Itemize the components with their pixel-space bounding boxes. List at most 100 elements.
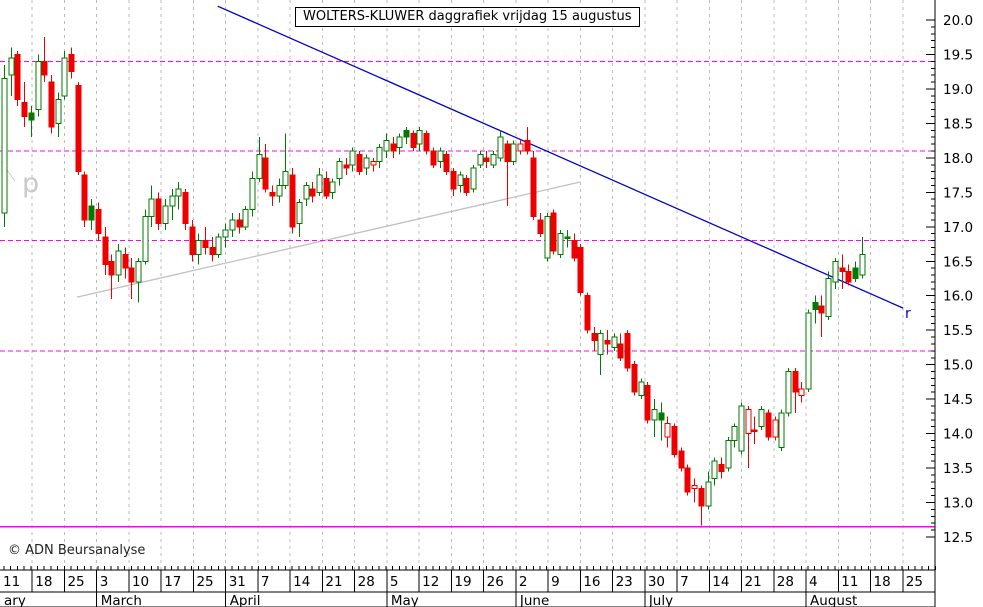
week-label: 2	[519, 574, 528, 590]
candle	[416, 126, 423, 151]
candle	[316, 168, 323, 196]
candle-body	[108, 260, 115, 276]
y-axis-label: 13.5	[943, 461, 973, 477]
candle-body	[517, 143, 524, 152]
candle-body	[470, 167, 477, 190]
candle-body	[41, 60, 48, 76]
candle-body	[792, 371, 799, 393]
candle-body	[772, 419, 779, 438]
week-label: 31	[229, 574, 246, 590]
candle	[383, 133, 390, 158]
candle-body	[155, 198, 162, 224]
candle-body	[852, 267, 859, 279]
month-label: ary	[4, 593, 26, 607]
candle-body	[303, 184, 310, 200]
candle-body	[1, 78, 8, 214]
week-label: 19	[454, 574, 471, 590]
candle-body	[423, 133, 430, 152]
support-trendline	[76, 181, 581, 298]
candle-body	[571, 240, 578, 259]
week-label: 11	[841, 574, 858, 590]
month-label: June	[519, 593, 549, 607]
candle-body	[289, 174, 296, 228]
candle	[249, 171, 256, 217]
candle-body	[832, 260, 839, 283]
candle	[718, 457, 725, 479]
month-label: July	[648, 593, 673, 607]
candle	[437, 147, 444, 169]
candle-body	[524, 140, 531, 152]
candle-body	[457, 174, 464, 186]
candle	[229, 213, 236, 238]
candle	[390, 137, 397, 158]
candle-body	[229, 219, 236, 231]
candle	[410, 130, 417, 151]
candle	[604, 330, 611, 355]
candle-body	[88, 205, 95, 221]
candle	[256, 137, 263, 182]
candle	[41, 37, 48, 83]
candle-body	[711, 460, 718, 479]
candle-body	[678, 450, 685, 469]
candle	[651, 399, 658, 438]
candle	[698, 485, 705, 526]
week-label: 7	[680, 574, 689, 590]
candle-body	[691, 484, 698, 490]
chart-title-box: WOLTERS-KLUWER daggrafiek vrijdag 15 aug…	[295, 7, 640, 27]
week-label: 4	[809, 574, 818, 590]
candle-body	[758, 408, 765, 428]
candle	[544, 213, 551, 262]
week-label: 18	[35, 574, 52, 590]
candle	[336, 157, 343, 186]
week-label: 17	[164, 574, 181, 590]
candle-body	[738, 405, 745, 452]
candle-body	[195, 240, 202, 255]
candle-body	[336, 160, 343, 180]
candle-body	[504, 143, 511, 162]
candle-body	[28, 112, 35, 121]
candle	[751, 416, 758, 444]
candle-body	[664, 422, 671, 438]
candle	[95, 202, 102, 241]
candle	[477, 150, 484, 169]
candle	[14, 51, 21, 107]
candle-body	[805, 312, 812, 390]
candle	[222, 223, 229, 248]
candle-body	[818, 305, 825, 314]
candle	[705, 471, 712, 510]
candle-body	[390, 143, 397, 152]
candle-body	[242, 209, 249, 228]
candle	[772, 416, 779, 441]
week-label: 10	[132, 574, 149, 590]
candle-body	[430, 150, 437, 166]
candle-body	[751, 429, 758, 433]
y-axis-label: 16.0	[943, 289, 973, 305]
candle-body	[403, 129, 410, 138]
candle-body	[584, 295, 591, 331]
candle-body	[798, 388, 805, 397]
candle	[195, 233, 202, 265]
candle	[591, 326, 598, 351]
y-axis-label: 15.0	[943, 358, 973, 374]
candle	[564, 230, 571, 248]
candle-body	[463, 178, 470, 193]
candle	[725, 437, 732, 472]
candle-body	[396, 136, 403, 149]
candle	[577, 244, 584, 296]
candle-body	[95, 209, 102, 235]
candle	[530, 150, 537, 220]
candle	[8, 47, 15, 96]
candle	[839, 254, 846, 289]
candle	[818, 295, 825, 338]
candle	[282, 133, 289, 189]
candle-body	[376, 147, 383, 162]
candle-body	[363, 157, 370, 169]
candle	[48, 75, 55, 134]
candle	[550, 209, 557, 255]
candle	[189, 219, 196, 262]
candle	[343, 157, 350, 176]
candle-body	[617, 343, 624, 359]
y-axis-label: 18.5	[943, 116, 973, 132]
candle-body	[122, 253, 129, 269]
